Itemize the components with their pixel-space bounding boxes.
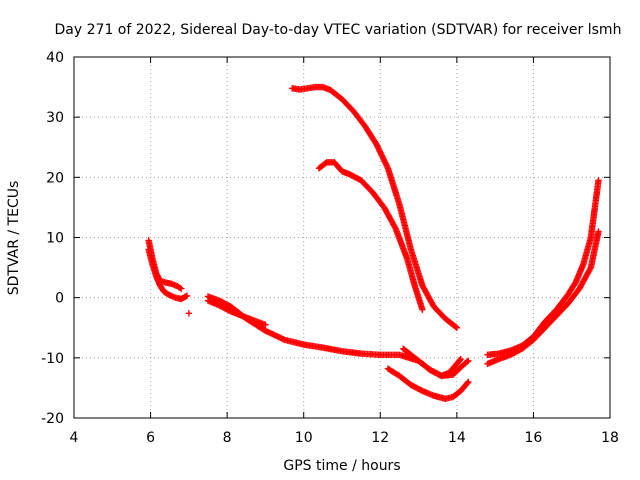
- data-point: [595, 228, 602, 235]
- data-point: [185, 310, 193, 317]
- y-tick-label: 10: [46, 231, 64, 247]
- y-tick-label: 20: [46, 170, 64, 186]
- y-tick-label: 0: [55, 291, 64, 307]
- data-point: [465, 378, 472, 386]
- data-point: [595, 177, 602, 184]
- x-tick-label: 10: [295, 430, 313, 446]
- series-high-arc: [289, 83, 461, 331]
- x-tick-label: 16: [525, 430, 543, 446]
- series-isolated-point: [185, 310, 193, 317]
- data-point: [465, 357, 472, 365]
- grid: [74, 57, 610, 418]
- y-axis-label: SDTVAR / TECUs: [6, 181, 22, 296]
- y-tick-label: -10: [41, 351, 64, 367]
- data-point: [419, 306, 426, 313]
- x-tick-label: 12: [371, 430, 389, 446]
- data-point: [586, 265, 594, 273]
- data-point: [464, 358, 471, 365]
- x-tick-label: 18: [601, 430, 619, 446]
- data-point: [178, 285, 185, 292]
- x-tick-label: 6: [146, 430, 155, 446]
- series-arc-b-early: [145, 246, 191, 303]
- series-parallel-arc-mid: [204, 297, 269, 328]
- x-ticks: 4 6 8 10 12 14 16 18: [70, 57, 619, 446]
- y-tick-label: -20: [41, 411, 64, 427]
- data-point: [262, 321, 269, 328]
- y-ticks: -20 -10 0 10 20 30 40: [41, 50, 610, 427]
- chart-title: Day 271 of 2022, Sidereal Day-to-day VTE…: [55, 22, 622, 38]
- x-tick-label: 4: [70, 430, 79, 446]
- x-tick-label: 8: [223, 430, 232, 446]
- y-tick-label: 40: [46, 50, 64, 66]
- data-marks: [145, 83, 602, 402]
- x-axis-label: GPS time / hours: [283, 458, 400, 474]
- series-lower-arc-2: [400, 345, 472, 380]
- data-point: [391, 223, 399, 231]
- data-point: [457, 355, 464, 363]
- data-point: [453, 324, 461, 331]
- y-tick-label: 30: [46, 110, 64, 126]
- series-lower-arc: [384, 365, 472, 402]
- data-point: [452, 323, 459, 331]
- data-point: [456, 357, 463, 364]
- x-tick-label: 14: [448, 430, 466, 446]
- data-point: [183, 292, 191, 300]
- data-point: [464, 379, 471, 387]
- data-point: [176, 284, 184, 292]
- series-mid-arc: [315, 159, 426, 313]
- series-late-arc-2: [484, 228, 602, 368]
